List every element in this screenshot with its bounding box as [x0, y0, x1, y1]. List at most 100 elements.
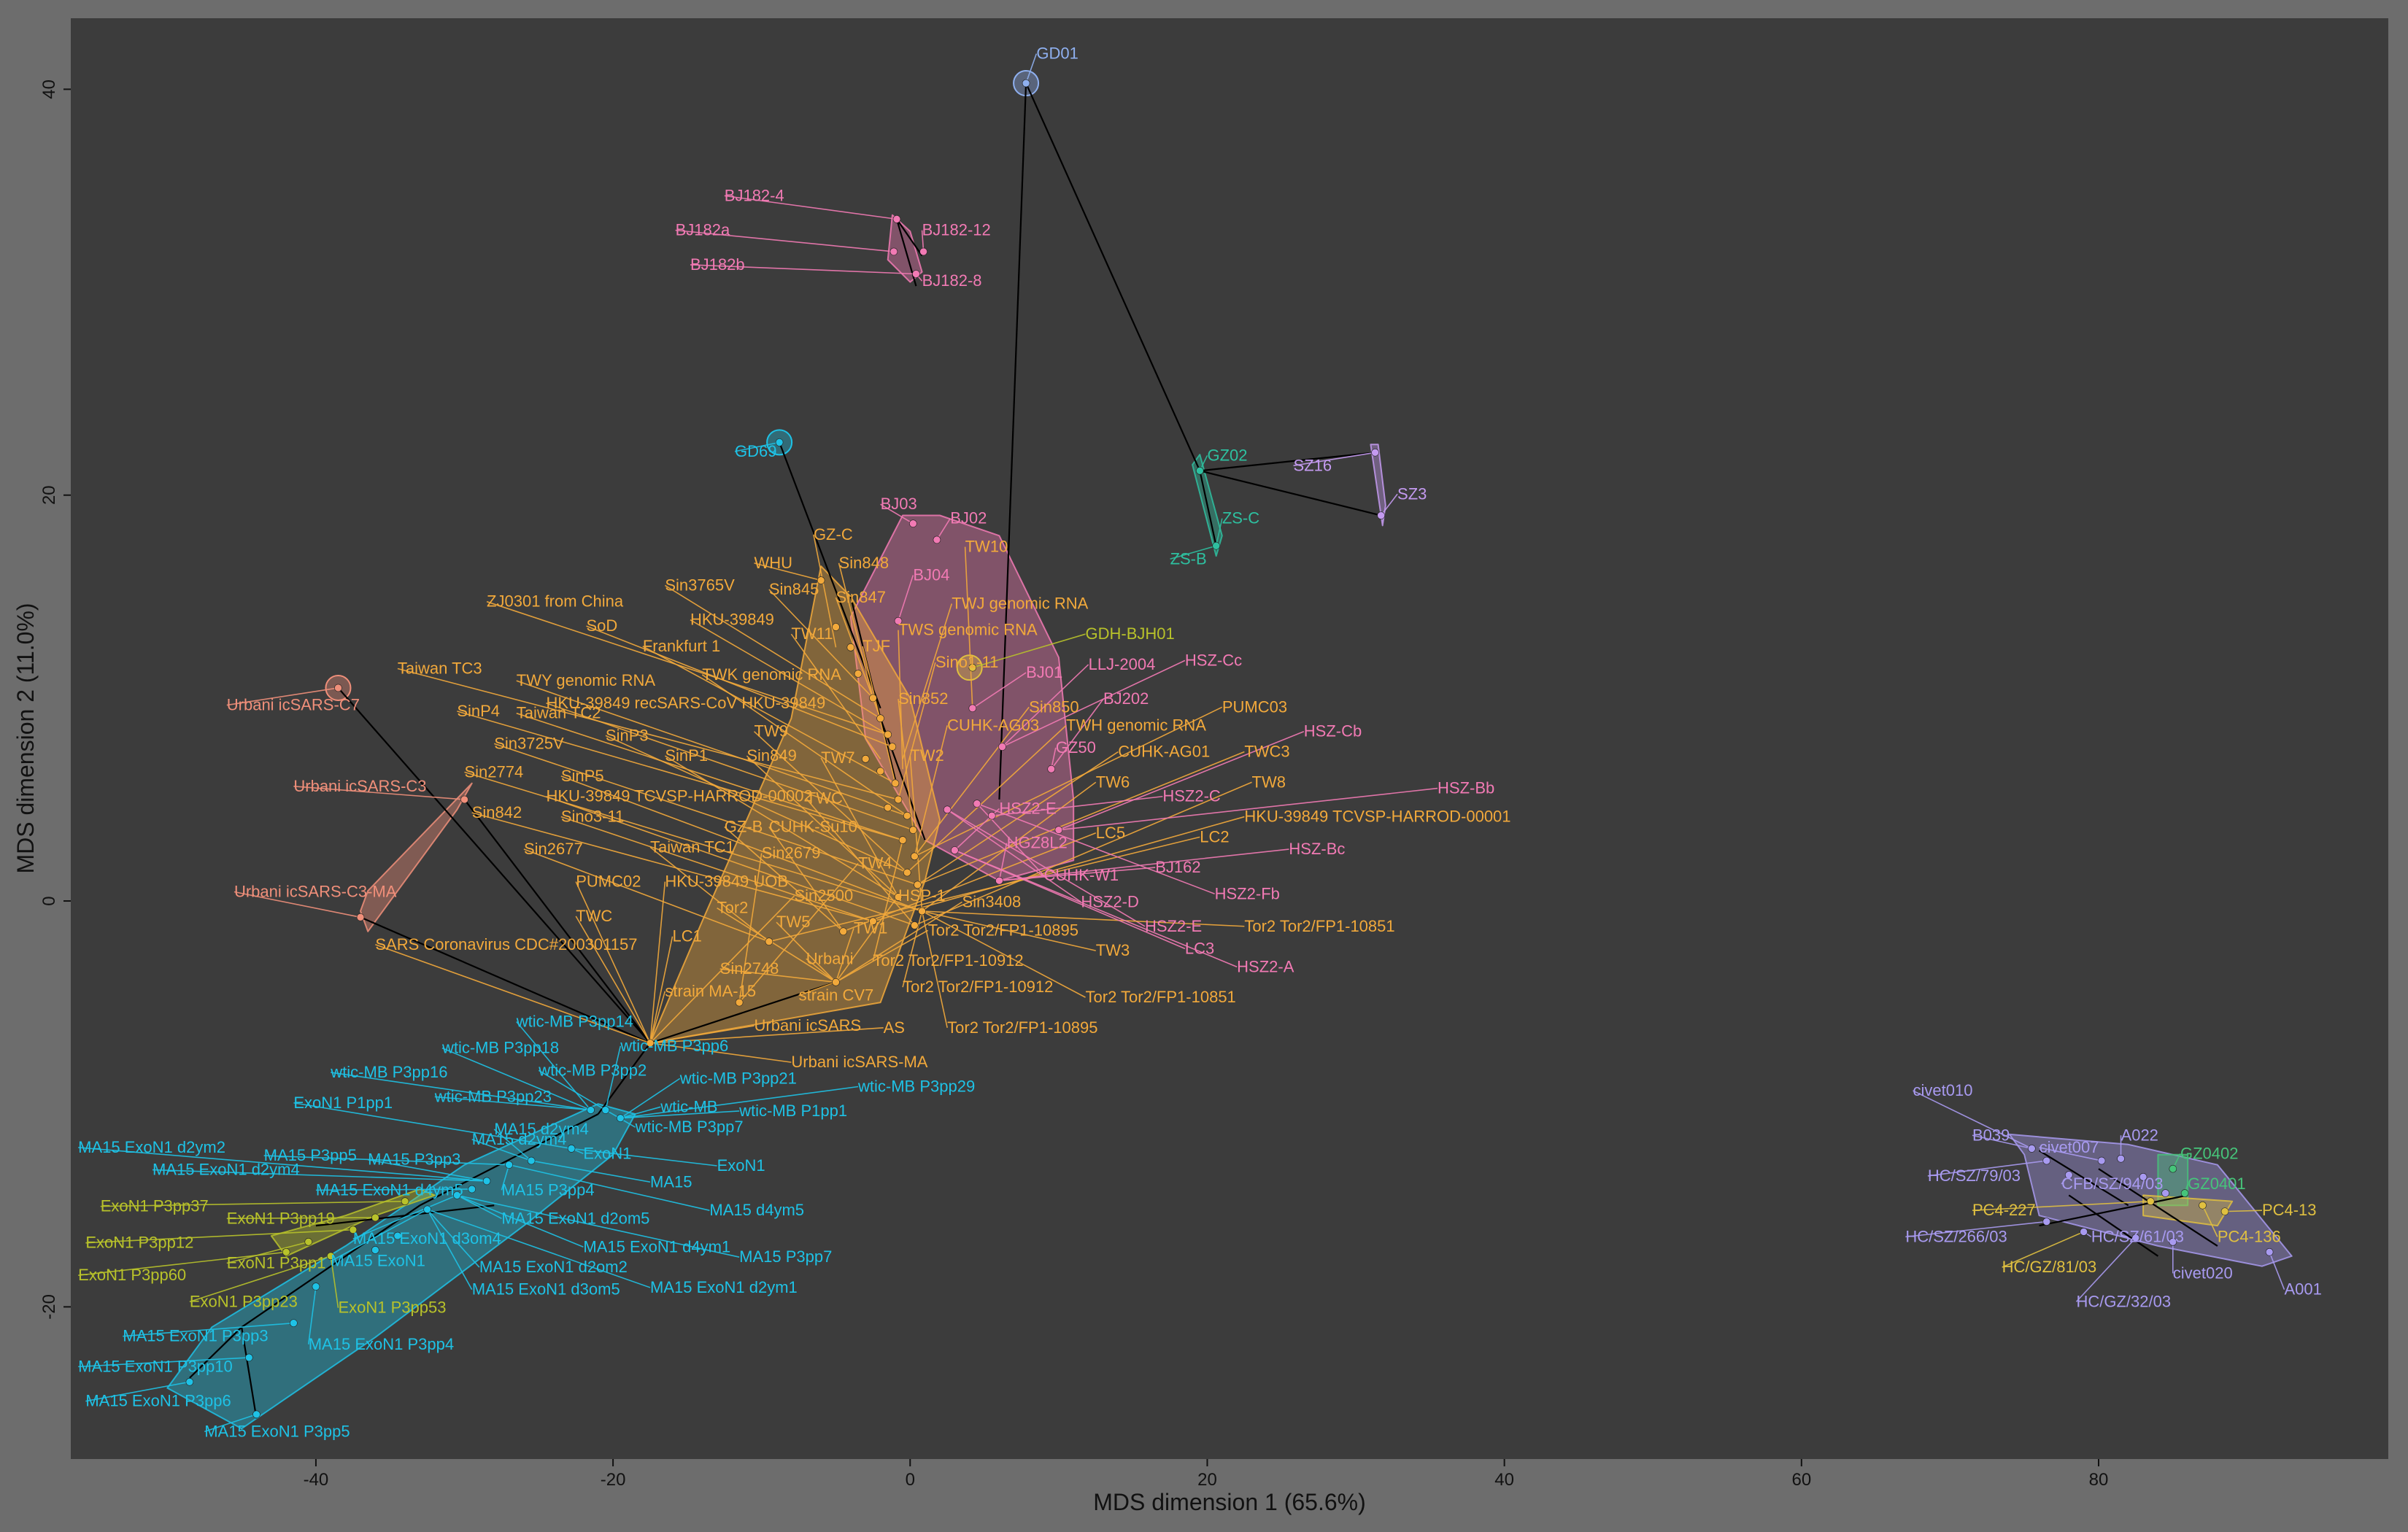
label-leader-57: [746, 755, 899, 898]
point-label-129: MA15 d2ym4: [472, 1130, 567, 1148]
point-label-172: PC4-136: [2218, 1227, 2281, 1245]
label-leader-67: [806, 797, 915, 926]
data-point-66: [371, 1246, 379, 1254]
point-label-113: AS: [884, 1018, 905, 1037]
label-leader-158: [85, 1381, 190, 1402]
data-point-14: [909, 519, 917, 527]
y-tick-label: 40: [39, 80, 59, 99]
data-point-65: [393, 1231, 402, 1240]
point-label-41: Sin852: [898, 689, 949, 708]
label-leader-161: [1972, 1134, 2032, 1150]
label-leader-105: [954, 849, 1238, 968]
label-leader-45: [516, 712, 903, 841]
data-point-72: [401, 1197, 409, 1206]
point-label-94: TW5: [776, 913, 810, 931]
data-point-15: [933, 535, 941, 544]
point-label-167: GZ0401: [2188, 1175, 2246, 1193]
label-leader-74: [768, 826, 844, 932]
point-label-92: Tor2: [717, 899, 749, 917]
point-label-56: SinP1: [665, 746, 708, 765]
label-leader-9: [1215, 518, 1223, 546]
point-label-81: HGZ8L2: [1007, 834, 1068, 852]
label-leader-152: [427, 1209, 651, 1288]
label-leader-159: [204, 1414, 257, 1433]
data-point-42: [898, 836, 907, 844]
label-leader-172: [2201, 1204, 2218, 1237]
data-point-49: [869, 917, 877, 926]
data-point-53: [646, 1039, 655, 1048]
cluster-hull-11: [2142, 1194, 2234, 1227]
data-point-32: [876, 714, 884, 722]
data-point-50: [839, 927, 847, 936]
data-point-30: [854, 670, 863, 678]
label-leader-32: [898, 662, 936, 800]
tree-edge-3: [1200, 452, 1375, 472]
point-label-39: Urbani icSARS-C7: [227, 696, 360, 714]
label-leader-121: [620, 1078, 681, 1119]
label-leader-80: [999, 848, 1289, 882]
data-point-61: [482, 1177, 491, 1185]
label-leader-130: [78, 1147, 487, 1182]
label-leader-27: [898, 630, 903, 770]
label-leader-51: [605, 735, 908, 873]
label-leader-108: [649, 991, 666, 1043]
point-label-106: Sin2748: [720, 959, 779, 978]
point-label-149: MA15 ExoN1 d2om2: [479, 1258, 628, 1276]
label-leader-151: [426, 1209, 473, 1291]
label-leader-29: [790, 633, 881, 759]
point-label-128: MA15 d2ym4: [494, 1120, 589, 1138]
label-leader-25: [902, 603, 953, 759]
label-leader-155: [123, 1322, 294, 1337]
data-point-39: [884, 803, 892, 812]
point-label-49: HSZ-Cb: [1304, 722, 1362, 740]
tree-edge-5: [1199, 471, 1217, 546]
label-leader-36: [1002, 659, 1186, 748]
label-leader-4: [675, 229, 894, 252]
point-label-32: Sino1-11: [935, 653, 998, 671]
data-point-20: [1054, 826, 1063, 834]
data-point-5: [912, 270, 920, 278]
point-label-62: TW6: [1096, 773, 1130, 791]
tree-edge-2: [998, 82, 1027, 800]
label-leader-162: [2039, 1147, 2102, 1161]
point-label-48: TWH genomic RNA: [1066, 716, 1206, 734]
y-tick-label: 20: [39, 485, 59, 505]
point-label-80: HSZ-Bc: [1289, 840, 1345, 858]
point-label-18: WHU: [755, 554, 793, 572]
point-label-4: BJ182a: [676, 221, 730, 239]
point-label-161: B039: [1972, 1126, 2010, 1144]
label-leader-112: [649, 1025, 755, 1044]
label-leaders: [78, 53, 2285, 1433]
point-label-124: ExoN1 P1pp1: [293, 1094, 393, 1112]
point-label-117: wtic-MB P3pp6: [620, 1037, 728, 1055]
label-leader-19: [838, 562, 874, 699]
point-label-34: BJ01: [1026, 663, 1062, 681]
point-label-146: MA15 P3pp7: [739, 1247, 832, 1266]
label-leader-7: [734, 441, 780, 452]
data-point-82: [2064, 1171, 2073, 1179]
point-label-112: Urbani icSARS: [755, 1016, 862, 1034]
point-label-125: wtic-MB: [660, 1097, 717, 1115]
data-point-70: [185, 1377, 194, 1386]
x-tick-label: -40: [304, 1470, 329, 1490]
label-leader-75: [843, 832, 1097, 932]
label-leader-132: [263, 1155, 509, 1166]
label-leader-23: [486, 600, 888, 735]
label-leader-136: [530, 1160, 651, 1183]
label-leader-168: [1972, 1200, 2151, 1211]
label-leader-11: [1293, 452, 1375, 467]
tree-edge-1: [1025, 82, 1201, 471]
data-point-37: [891, 779, 900, 787]
label-leader-87: [976, 802, 1215, 895]
data-point-7: [1195, 467, 1204, 475]
point-label-21: Sin845: [769, 580, 819, 598]
label-leader-106: [719, 968, 836, 983]
point-label-100: SARS Coronavirus CDC#200301157: [375, 935, 637, 953]
point-label-104: Tor2 Tor2/FP1-10912: [873, 951, 1023, 970]
point-label-88: Sin2500: [794, 886, 853, 905]
point-label-85: PUMC02: [576, 873, 641, 891]
point-label-101: TW3: [1096, 941, 1130, 959]
label-leader-139: [100, 1200, 406, 1207]
tree-edge-6: [779, 441, 881, 709]
point-label-120: wtic-MB P3pp16: [330, 1063, 447, 1081]
